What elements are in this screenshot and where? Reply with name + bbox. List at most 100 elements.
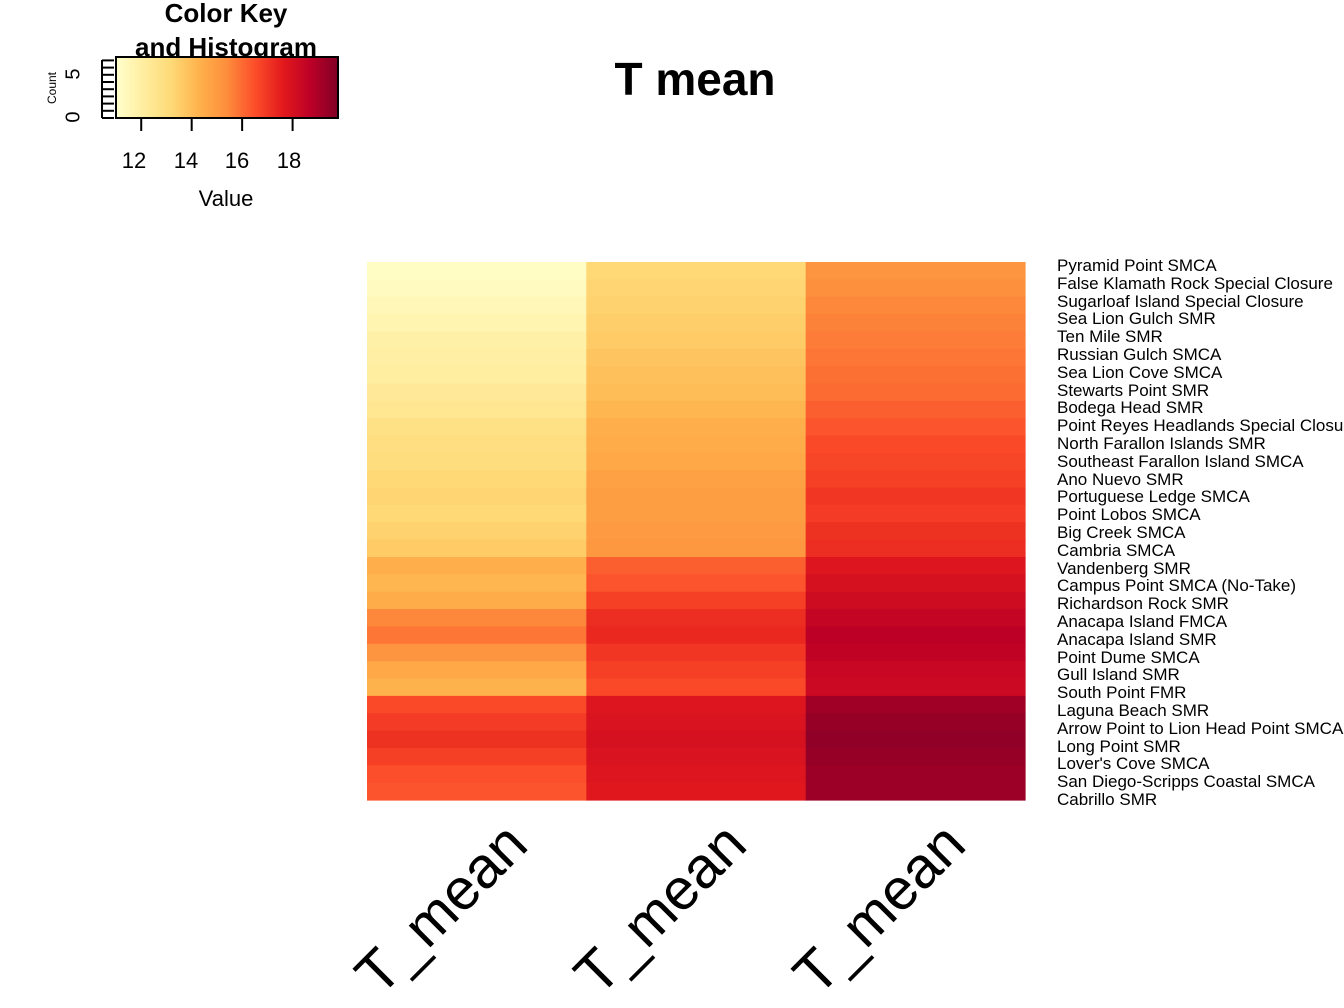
heatmap-cell (367, 609, 587, 628)
heatmap-cell (805, 435, 1026, 454)
row-label: Cambria SMCA (1057, 540, 1176, 560)
heatmap-cell (805, 591, 1026, 610)
heatmap-cell (367, 713, 587, 732)
color-key-xtick: 12 (121, 148, 147, 173)
color-key-bar (115, 56, 339, 119)
row-label: Anacapa Island FMCA (1057, 612, 1228, 631)
heatmap-cell (586, 765, 807, 784)
color-key-ytick: 5 (62, 68, 85, 80)
heatmap-cell (586, 400, 807, 419)
row-label: San Diego-Scripps Coastal SMCA (1057, 772, 1315, 792)
heatmap-cell (805, 314, 1026, 333)
row-label: Arrow Point to Lion Head Point SMCA (1057, 718, 1344, 738)
heatmap-cell (367, 661, 587, 680)
heatmap-cell (805, 296, 1026, 315)
heatmap-cell (586, 470, 807, 489)
heatmap-cell (805, 557, 1026, 575)
color-key-title-line1: Color Key (164, 0, 288, 28)
heatmap-cell (586, 591, 807, 610)
heatmap-cell (367, 331, 587, 350)
heatmap-cell (367, 262, 587, 280)
heatmap-cell (367, 279, 587, 298)
row-label: Anacapa Island SMR (1057, 629, 1217, 649)
heatmap-cell (367, 314, 587, 333)
heatmap-cell (805, 539, 1026, 558)
heatmap-cell (367, 348, 587, 367)
heatmap-cell (367, 452, 587, 471)
heatmap-cell (367, 695, 587, 714)
row-label: Gull Island SMR (1057, 665, 1180, 685)
heatmap-cell (805, 730, 1026, 749)
heatmap-cell (805, 574, 1026, 593)
color-key-xtick: 16 (224, 148, 250, 173)
color-key-xlabel: Value (198, 186, 254, 211)
heatmap-cell (586, 782, 807, 801)
heatmap-cell (367, 504, 587, 523)
heatmap-cell (805, 678, 1026, 697)
row-label: Bodega Head SMR (1057, 398, 1204, 418)
heatmap-cell (805, 348, 1026, 367)
row-label: Laguna Beach SMR (1057, 701, 1210, 720)
heatmap-cell (586, 383, 807, 402)
heatmap-cell (805, 331, 1026, 350)
heatmap-cell (805, 765, 1026, 784)
heatmap-cell (805, 504, 1026, 523)
heatmap-cell (367, 591, 587, 610)
row-label: False Klamath Rock Special Closure (1057, 273, 1333, 293)
row-label: Sugarloaf Island Special Closure (1057, 291, 1304, 311)
heatmap-cell (367, 400, 587, 419)
heatmap-cell (805, 643, 1026, 662)
heatmap-cell (367, 765, 587, 784)
row-label: Long Point SMR (1057, 736, 1181, 756)
heatmap-cell (586, 348, 807, 367)
heatmap-cell (367, 574, 587, 593)
heatmap-cell (805, 262, 1026, 280)
heatmap-cell (586, 366, 807, 385)
heatmap-cell (586, 279, 807, 298)
heatmap-cell (586, 331, 807, 350)
heatmap-cell (805, 383, 1026, 402)
row-label: Southeast Farallon Island SMCA (1057, 451, 1304, 471)
heatmap-cell (805, 713, 1026, 732)
heatmap-cell (367, 418, 587, 437)
color-key-xtick: 14 (173, 148, 199, 173)
color-key-ytick: 0 (62, 111, 85, 123)
heatmap-cell (367, 487, 587, 506)
heatmap-cell (586, 678, 807, 697)
row-label: South Point FMR (1057, 683, 1187, 703)
row-label: Point Lobos SMCA (1057, 505, 1201, 525)
column-label: T_mean (562, 810, 759, 1008)
row-label: Portuguese Ledge SMCA (1057, 487, 1250, 507)
row-label: Campus Point SMCA (No-Take) (1057, 576, 1297, 596)
heatmap-cell (367, 470, 587, 489)
color-key-xtick: 18 (276, 148, 302, 173)
color-key-title-line2: and Histogram (134, 32, 318, 62)
row-label: North Farallon Islands SMR (1057, 434, 1266, 453)
row-label: Richardson Rock SMR (1057, 594, 1229, 614)
heatmap-cell (586, 557, 807, 575)
heatmap-cell (367, 626, 587, 645)
row-label: Sea Lion Gulch SMR (1057, 309, 1216, 329)
color-key-axes (101, 59, 294, 131)
row-label: Lover's Cove SMCA (1057, 754, 1210, 774)
heatmap-cell (367, 296, 587, 315)
heatmap-cell (367, 366, 587, 385)
heatmap-cell (367, 730, 587, 749)
heatmap-cell (586, 626, 807, 645)
row-label: Vandenberg SMR (1057, 558, 1191, 578)
heatmap-cell (586, 574, 807, 593)
heatmap-cell (586, 296, 807, 315)
heatmap-cell (805, 366, 1026, 385)
heatmap-cell (367, 435, 587, 454)
heatmap-cell (805, 522, 1026, 541)
heatmap-cell (367, 383, 587, 402)
heatmap-cell (805, 452, 1026, 471)
heatmap-cell (586, 713, 807, 732)
row-label: Point Reyes Headlands Special Closure (1057, 416, 1344, 436)
heatmap-cell (805, 400, 1026, 419)
heatmap-cell (367, 522, 587, 541)
heatmap-cell (586, 418, 807, 437)
row-label: Cabrillo SMR (1057, 790, 1158, 809)
chart-title: T mean (614, 53, 776, 105)
heatmap-cell (586, 262, 807, 280)
